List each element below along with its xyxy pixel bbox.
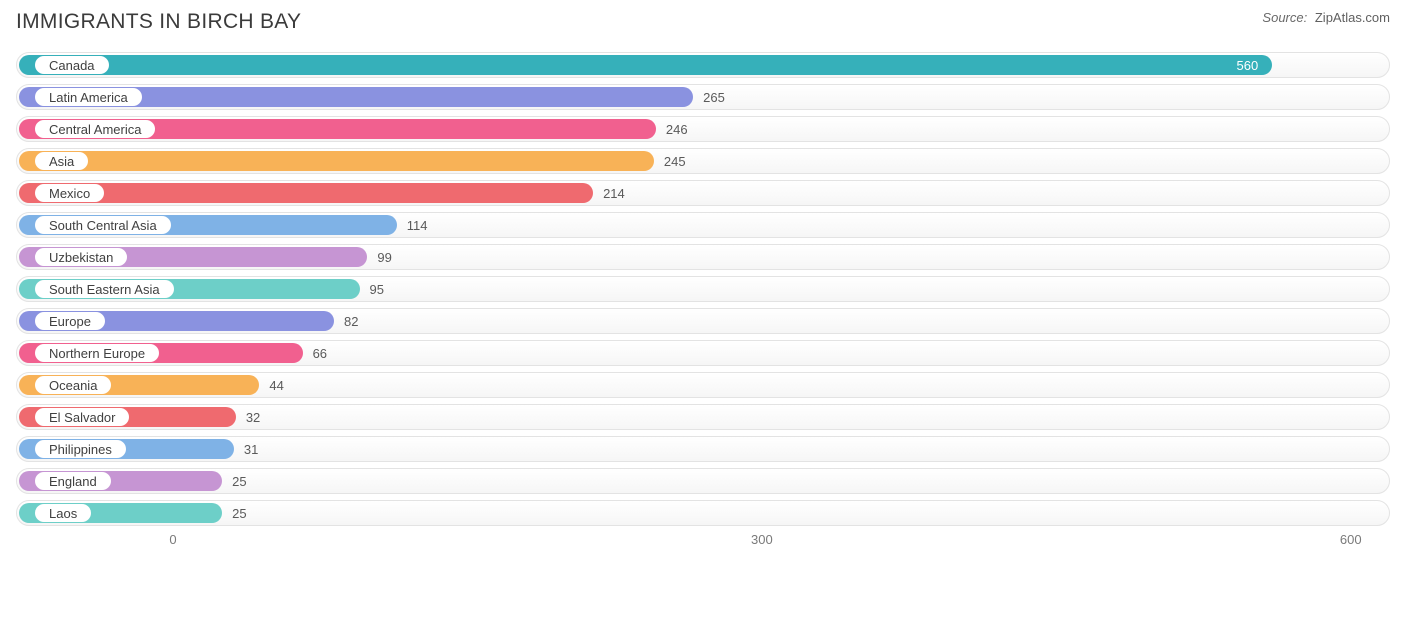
category-pill: South Eastern Asia	[34, 279, 175, 299]
chart-row: South Central Asia 114	[16, 212, 1390, 238]
bar-value: 246	[656, 116, 688, 142]
category-pill: Northern Europe	[34, 343, 160, 363]
category-pill: Europe	[34, 311, 106, 331]
bar-value: 99	[367, 244, 391, 270]
category-pill: Latin America	[34, 87, 143, 107]
category-pill: Laos	[34, 503, 92, 523]
chart-row: Philippines 31	[16, 436, 1390, 462]
source-label: Source:	[1262, 10, 1307, 25]
bar-value: 66	[303, 340, 327, 366]
chart-row: Latin America 265	[16, 84, 1390, 110]
bar	[19, 183, 593, 203]
bar-value: 82	[334, 308, 358, 334]
category-pill: Asia	[34, 151, 89, 171]
category-pill: South Central Asia	[34, 215, 172, 235]
chart-row: England 25	[16, 468, 1390, 494]
chart-row: Laos 25	[16, 500, 1390, 526]
x-axis: 0 300 600	[16, 532, 1390, 556]
x-axis-tick: 0	[169, 532, 176, 547]
x-axis-tick: 300	[751, 532, 773, 547]
bar-value: 114	[397, 212, 428, 238]
chart-row: Europe 82	[16, 308, 1390, 334]
chart-row: Canada560	[16, 52, 1390, 78]
chart-row: South Eastern Asia 95	[16, 276, 1390, 302]
chart-row: Northern Europe 66	[16, 340, 1390, 366]
bar-chart: Canada560 Latin America 265 Central America…	[16, 52, 1390, 586]
chart-row: Asia 245	[16, 148, 1390, 174]
category-pill: Oceania	[34, 375, 112, 395]
chart-row: El Salvador 32	[16, 404, 1390, 430]
chart-title: IMMIGRANTS IN BIRCH BAY	[16, 10, 301, 34]
bar-value: 32	[236, 404, 260, 430]
category-pill: England	[34, 471, 112, 491]
chart-row: Uzbekistan 99	[16, 244, 1390, 270]
category-pill: Philippines	[34, 439, 127, 459]
bar-value: 25	[222, 500, 246, 526]
category-pill: Mexico	[34, 183, 105, 203]
bar-value: 95	[360, 276, 384, 302]
category-pill: Uzbekistan	[34, 247, 128, 267]
category-pill: El Salvador	[34, 407, 130, 427]
chart-row: Oceania 44	[16, 372, 1390, 398]
bar-value: 560	[19, 52, 1272, 78]
bar-value: 265	[693, 84, 725, 110]
chart-header: IMMIGRANTS IN BIRCH BAY Source: ZipAtlas…	[16, 10, 1390, 34]
bar	[19, 151, 654, 171]
bar-value: 245	[654, 148, 686, 174]
chart-source: Source: ZipAtlas.com	[1262, 10, 1390, 25]
chart-row: Central America 246	[16, 116, 1390, 142]
bar-value: 25	[222, 468, 246, 494]
chart-row: Mexico 214	[16, 180, 1390, 206]
source-value: ZipAtlas.com	[1315, 10, 1390, 25]
category-pill: Central America	[34, 119, 156, 139]
bar-value: 214	[593, 180, 625, 206]
bar-value: 44	[259, 372, 283, 398]
x-axis-tick: 600	[1340, 532, 1362, 547]
bar-value: 31	[234, 436, 258, 462]
